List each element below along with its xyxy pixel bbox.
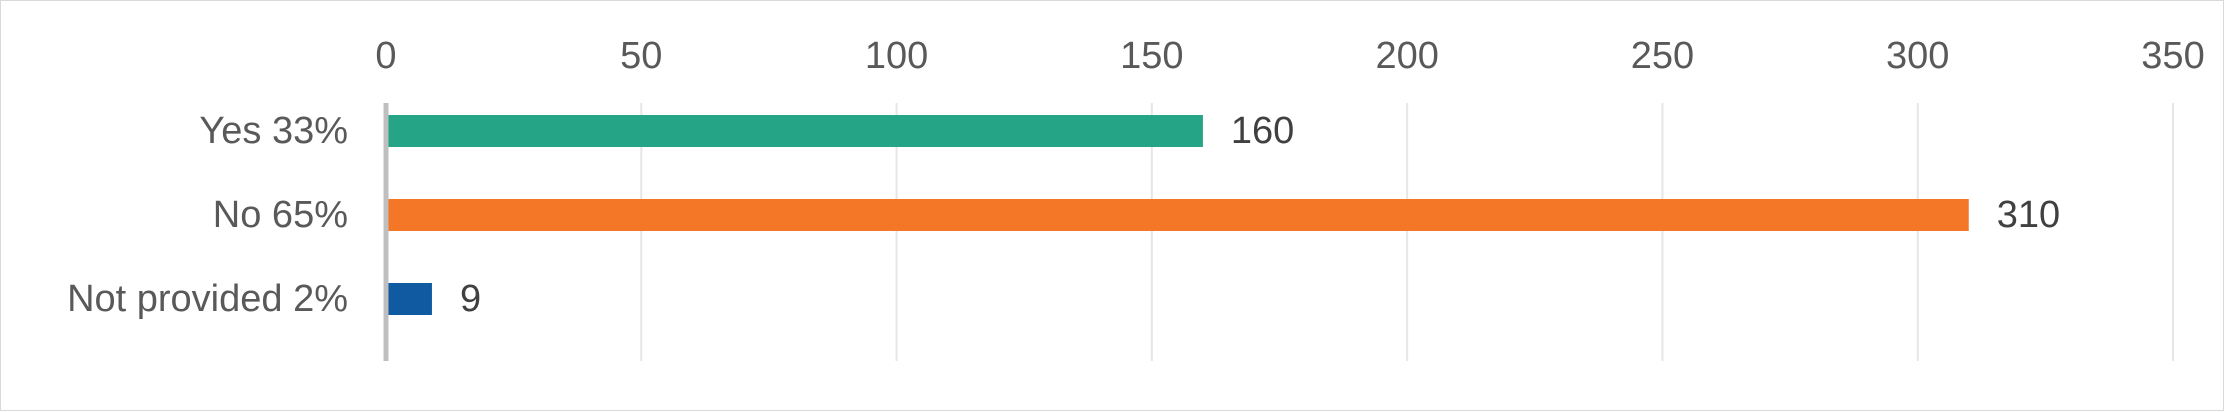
x-tick-label: 250 [1631, 35, 1694, 77]
x-tick-label: 50 [620, 35, 662, 77]
x-tick-label: 350 [2141, 35, 2204, 77]
x-tick-label: 200 [1375, 35, 1438, 77]
x-tick-label: 0 [375, 35, 396, 77]
bars [386, 115, 1969, 315]
x-axis-ticks: 0 50 100 150 200 250 300 350 [375, 35, 2204, 77]
x-tick-label: 150 [1120, 35, 1183, 77]
bar [386, 283, 432, 315]
data-label: 160 [1231, 110, 1294, 152]
category-labels: Yes 33% No 65% Not provided 2% [67, 110, 348, 320]
data-labels: 160 310 9 [460, 110, 2060, 320]
data-label: 9 [460, 278, 481, 320]
category-label: Not provided 2% [67, 278, 348, 320]
category-label: No 65% [213, 194, 348, 236]
bar [386, 115, 1203, 147]
bar [386, 199, 1969, 231]
x-tick-label: 300 [1886, 35, 1949, 77]
data-label: 310 [1997, 194, 2060, 236]
x-tick-label: 100 [865, 35, 928, 77]
category-label: Yes 33% [199, 110, 348, 152]
